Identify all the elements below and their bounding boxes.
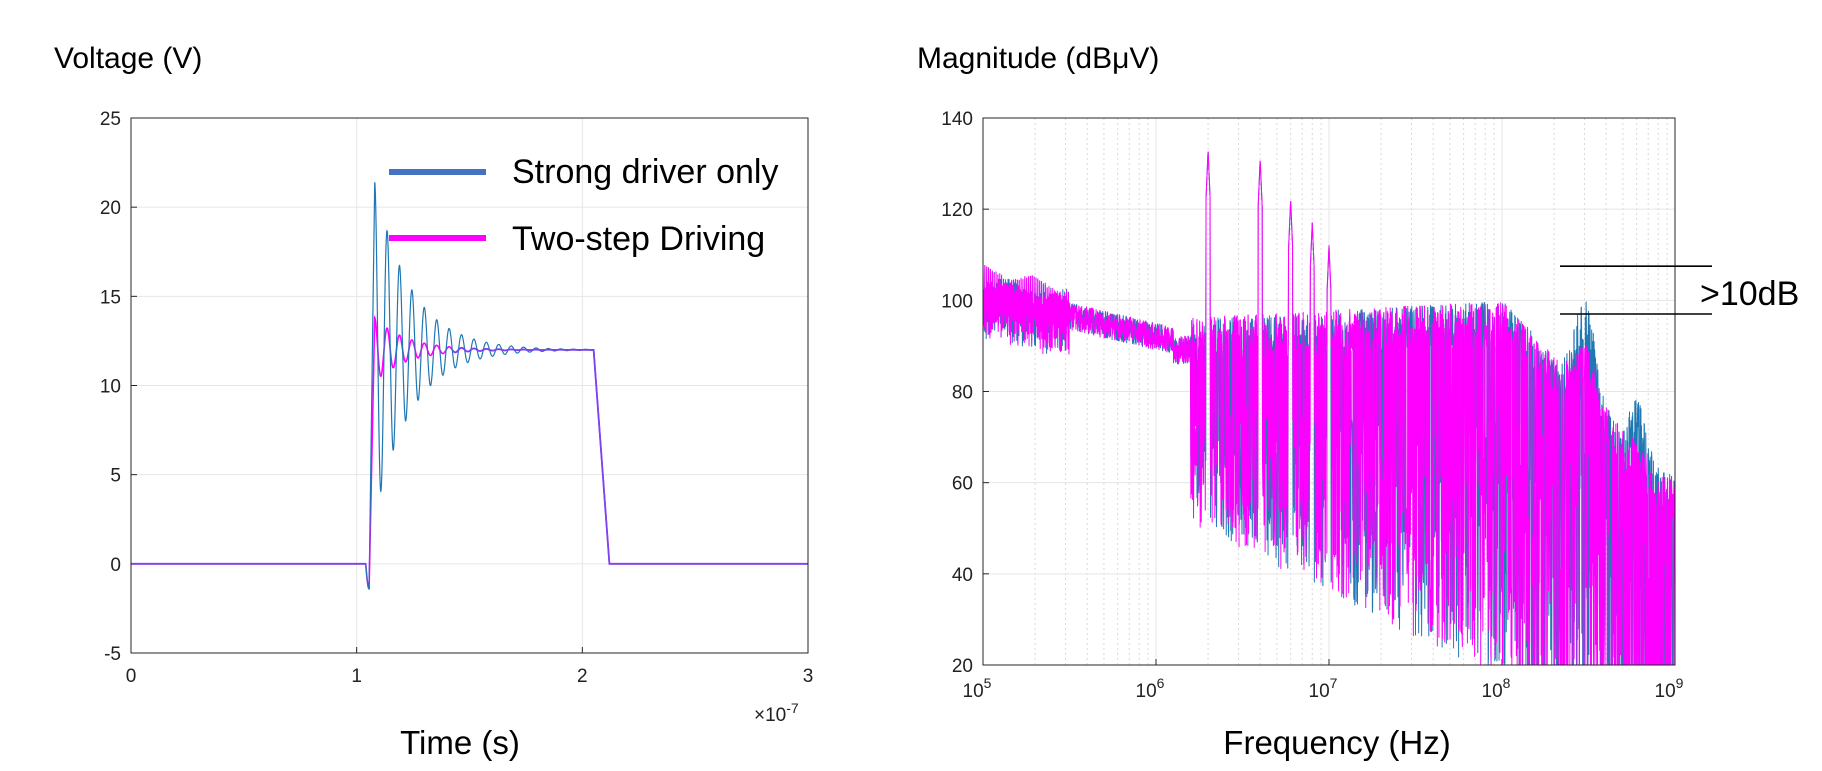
right-y-tick-label: 100 [941,291,973,312]
right-plot-frame [982,117,1676,666]
left-y-tick-label: 5 [110,466,121,487]
right-y-tick-label: 40 [952,565,973,586]
legend: Strong driver only Two-step Driving [389,153,778,258]
frequency-domain-chart: Magnitude (dBμV) 105 106 107 108 109 20 40 60 80… [917,42,1799,761]
left-y-tick-label: 20 [100,198,121,219]
legend-label-two-step: Two-step Driving [512,220,765,258]
left-x-tick-label: 0 [126,666,137,687]
right-y-tick-label: 60 [952,474,973,495]
right-x-tick-label: 105 [963,675,992,702]
left-x-axis-label: Time (s) [400,724,520,761]
left-y-tick-label: 10 [100,377,121,398]
left-y-axis-label: Voltage (V) [54,42,202,75]
right-x-tick-label: 107 [1309,675,1338,702]
right-y-tick-label: 120 [941,200,973,221]
annotation-label: >10dB [1700,275,1799,313]
right-y-axis-label: Magnitude (dBμV) [917,42,1159,75]
right-x-tick-label: 108 [1482,675,1511,702]
right-y-tick-label: 140 [941,109,973,130]
left-y-tick-label: -5 [104,644,121,665]
x-multiplier-exponent: -7 [786,700,799,716]
x-multiplier: ×10-7 [754,700,799,726]
left-grid [130,117,809,654]
left-x-tick-label: 1 [351,666,362,687]
left-x-tick-label: 2 [577,666,588,687]
annotation-10db: >10dB [1560,265,1799,315]
series-two-step-spectrum [982,151,1676,666]
left-y-tick-label: 25 [100,109,121,130]
right-y-tick-label: 20 [952,656,973,677]
x-multiplier-base: ×10 [754,705,786,726]
legend-label-strong: Strong driver only [512,153,778,191]
series-overlap-line [131,346,808,565]
right-x-tick-label: 109 [1655,675,1684,702]
right-x-axis-label: Frequency (Hz) [1223,724,1450,761]
left-y-tick-label: 0 [110,555,121,576]
right-ticks: 105 106 107 108 109 20 40 60 80 100 120 140 [941,109,1683,702]
left-series [131,182,808,590]
left-plot-frame [130,117,809,654]
right-y-tick-label: 80 [952,383,973,404]
right-x-tick-label: 106 [1136,675,1165,702]
left-x-tick-label: 3 [803,666,814,687]
left-y-tick-label: 15 [100,287,121,308]
right-series [982,151,1676,666]
